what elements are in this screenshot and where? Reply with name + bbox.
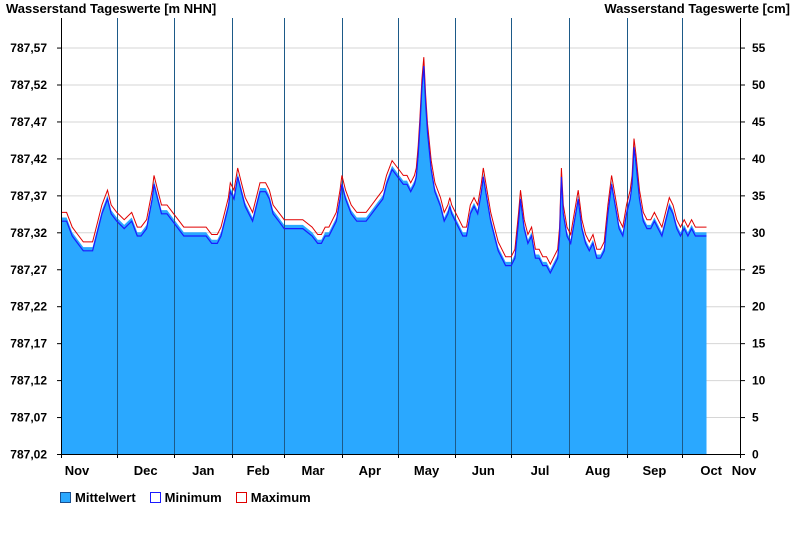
x-tick-label: Dec [134, 463, 158, 478]
right-axis-title: Wasserstand Tageswerte [cm] [604, 1, 790, 16]
y-left-tick-label: 787,12 [10, 374, 47, 388]
series-mean-area [61, 62, 707, 455]
y-right-tick-label: 20 [752, 300, 766, 314]
y-left-tick-label: 787,57 [10, 41, 47, 55]
y-left-tick-label: 787,37 [10, 189, 47, 203]
y-right-tick-label: 5 [752, 411, 759, 425]
x-tick-label: Nov [732, 463, 757, 478]
y-left-tick-label: 787,07 [10, 411, 47, 425]
x-tick-label: Jan [192, 463, 214, 478]
y-left-tick-label: 787,27 [10, 263, 47, 277]
x-tick-label: Apr [359, 463, 381, 478]
y-left-tick-label: 787,52 [10, 78, 47, 92]
series-maximum-line [61, 57, 707, 266]
y-right-tick-label: 35 [752, 189, 766, 203]
x-tick-label: Oct [700, 463, 722, 478]
legend-label-mean: Mittelwert [75, 490, 136, 505]
y-right-tick-label: 15 [752, 337, 766, 351]
mean-swatch [60, 492, 71, 503]
y-left-tick-label: 787,32 [10, 226, 47, 240]
legend: Mittelwert Minimum Maximum [60, 490, 311, 505]
legend-item-maximum: Maximum [235, 490, 311, 505]
legend-label-minimum: Minimum [164, 490, 222, 505]
legend-item-minimum: Minimum [149, 490, 222, 505]
y-right-tick-label: 25 [752, 263, 766, 277]
y-left-tick-label: 787,47 [10, 115, 47, 129]
y-left-tick-label: 787,42 [10, 152, 47, 166]
maximum-swatch [235, 492, 247, 503]
minimum-swatch [149, 492, 161, 503]
y-right-tick-label: 40 [752, 152, 766, 166]
y-right-tick-label: 10 [752, 374, 766, 388]
y-left-tick-label: 787,02 [10, 448, 47, 462]
left-axis-title: Wasserstand Tageswerte [m NHN] [6, 1, 217, 16]
y-left-tick-label: 787,17 [10, 337, 47, 351]
y-right-tick-label: 0 [752, 448, 759, 462]
legend-label-maximum: Maximum [250, 490, 311, 505]
y-left-tick-label: 787,22 [10, 300, 47, 314]
x-tick-label: May [414, 463, 440, 478]
series-minimum-line [61, 65, 707, 275]
x-tick-label: Mar [302, 463, 325, 478]
x-tick-label: Aug [585, 463, 610, 478]
y-right-tick-label: 55 [752, 41, 766, 55]
y-right-tick-label: 45 [752, 115, 766, 129]
x-tick-label: Jun [472, 463, 495, 478]
x-tick-label: Nov [65, 463, 90, 478]
x-tick-label: Feb [247, 463, 270, 478]
x-tick-label: Jul [531, 463, 550, 478]
legend-item-mean: Mittelwert [60, 490, 136, 505]
y-right-tick-label: 30 [752, 226, 766, 240]
x-tick-label: Sep [643, 463, 667, 478]
y-right-tick-label: 50 [752, 78, 766, 92]
